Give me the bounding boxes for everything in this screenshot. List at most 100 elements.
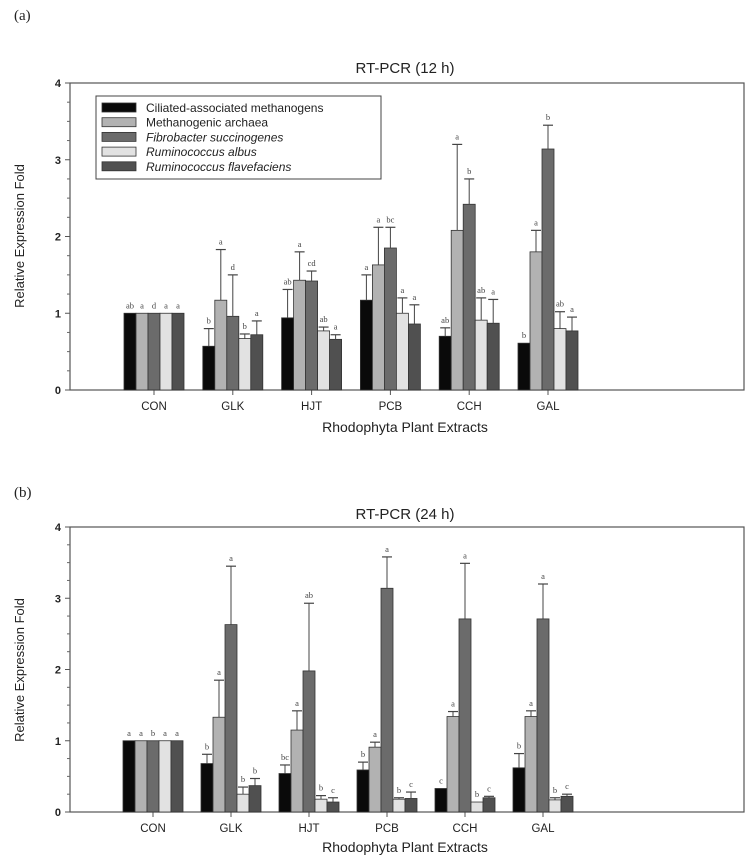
significance-letter: d: [152, 300, 157, 310]
significance-letter: a: [175, 728, 179, 738]
significance-letter: b: [207, 316, 211, 326]
bar: [529, 251, 543, 391]
significance-letter: a: [176, 300, 180, 310]
significance-letter: d: [231, 262, 236, 272]
significance-letter: a: [334, 322, 338, 332]
bar: [359, 299, 373, 391]
panel-b: (b) RT-PCR (24 h) Rhodophyta Plant Extra…: [12, 485, 745, 855]
significance-letter: a: [229, 553, 233, 563]
legend-swatch: [101, 117, 137, 128]
legend-box: [95, 95, 382, 180]
bar: [248, 785, 262, 813]
bar: [392, 798, 406, 813]
bar: [122, 740, 136, 813]
significance-letter: b: [319, 783, 323, 793]
y-tick-label: 3: [55, 593, 61, 605]
significance-letter: a: [385, 544, 389, 554]
significance-letter: a: [295, 698, 299, 708]
bar: [317, 330, 331, 391]
significance-letter: b: [553, 785, 557, 795]
bar: [305, 280, 319, 391]
bar: [171, 312, 185, 391]
bar: [541, 148, 555, 391]
legend-swatch: [101, 131, 137, 142]
bar: [565, 330, 579, 391]
bar: [146, 740, 160, 813]
bar: [170, 740, 184, 813]
bar: [238, 338, 252, 391]
bar: [329, 338, 343, 391]
significance-letter: c: [487, 783, 491, 793]
significance-letter: a: [451, 699, 455, 709]
bar: [380, 587, 394, 813]
y-tick-label: 0: [55, 807, 61, 819]
significance-letter: ab: [320, 314, 328, 324]
bar: [474, 319, 488, 391]
bar: [395, 312, 409, 391]
x-tick-label: CCH: [453, 823, 478, 835]
significance-letter: b: [475, 789, 479, 799]
bar: [134, 740, 148, 813]
bar: [293, 279, 307, 391]
bar: [236, 793, 250, 813]
significance-letter: a: [298, 239, 302, 249]
significance-letter: c: [331, 785, 335, 795]
legend: Ciliated-associated methanogensMethanoge…: [95, 95, 382, 180]
significance-letter: a: [491, 286, 495, 296]
significance-letter: cd: [308, 258, 317, 268]
y-axis-title-a: Relative Expression Fold: [12, 164, 27, 308]
x-tick-label: CON: [141, 401, 167, 413]
bar: [281, 317, 295, 391]
significance-letter: bc: [386, 214, 394, 224]
significance-letter: a: [255, 308, 259, 318]
significance-letter: b: [397, 785, 401, 795]
significance-letter: c: [439, 775, 443, 785]
significance-letter: a: [401, 285, 405, 295]
legend-entry: Fibrobacter succinogenes: [146, 130, 283, 144]
bar: [368, 746, 382, 813]
bar: [214, 299, 228, 391]
significance-letter: b: [241, 774, 245, 784]
legend-entry: Ciliated-associated methanogens: [146, 101, 323, 115]
bar: [524, 716, 538, 813]
y-axis-title-b: Relative Expression Fold: [12, 598, 27, 742]
x-tick-label: CCH: [457, 401, 482, 413]
significance-letter: a: [127, 728, 131, 738]
chart-title-b: RT-PCR (24 h): [356, 506, 455, 523]
significance-letter: ab: [126, 300, 134, 310]
x-tick-label: CON: [140, 823, 166, 835]
significance-letter: a: [140, 300, 144, 310]
bar: [404, 798, 418, 813]
legend-swatch: [101, 102, 137, 113]
x-tick-label: HJT: [298, 823, 319, 835]
bar: [458, 618, 472, 813]
bar: [548, 799, 562, 813]
y-tick-label: 4: [55, 522, 62, 534]
legend-entry: Ruminococcus flavefaciens: [146, 160, 291, 174]
significance-letter: a: [455, 131, 459, 141]
bar: [290, 729, 304, 813]
x-axis-title-b: Rhodophyta Plant Extracts: [322, 839, 488, 855]
bar: [159, 312, 173, 391]
significance-letter: b: [361, 749, 365, 759]
panel-label-b: (b): [14, 485, 32, 501]
x-tick-label: PCB: [379, 401, 403, 413]
significance-letter: a: [163, 728, 167, 738]
significance-letter: a: [219, 237, 223, 247]
legend-swatch: [101, 161, 137, 172]
significance-letter: b: [151, 728, 155, 738]
bar: [462, 203, 476, 391]
bar: [356, 769, 370, 813]
bar: [517, 342, 531, 391]
significance-letter: ab: [305, 590, 313, 600]
x-tick-label: GLK: [221, 401, 244, 413]
x-tick-label: HJT: [301, 401, 322, 413]
x-axis-title-a: Rhodophyta Plant Extracts: [322, 419, 488, 435]
significance-letter: ab: [556, 299, 564, 309]
bar: [438, 335, 452, 391]
y-tick-label: 4: [55, 78, 62, 90]
legend-entry: Methanogenic archaea: [146, 116, 268, 130]
